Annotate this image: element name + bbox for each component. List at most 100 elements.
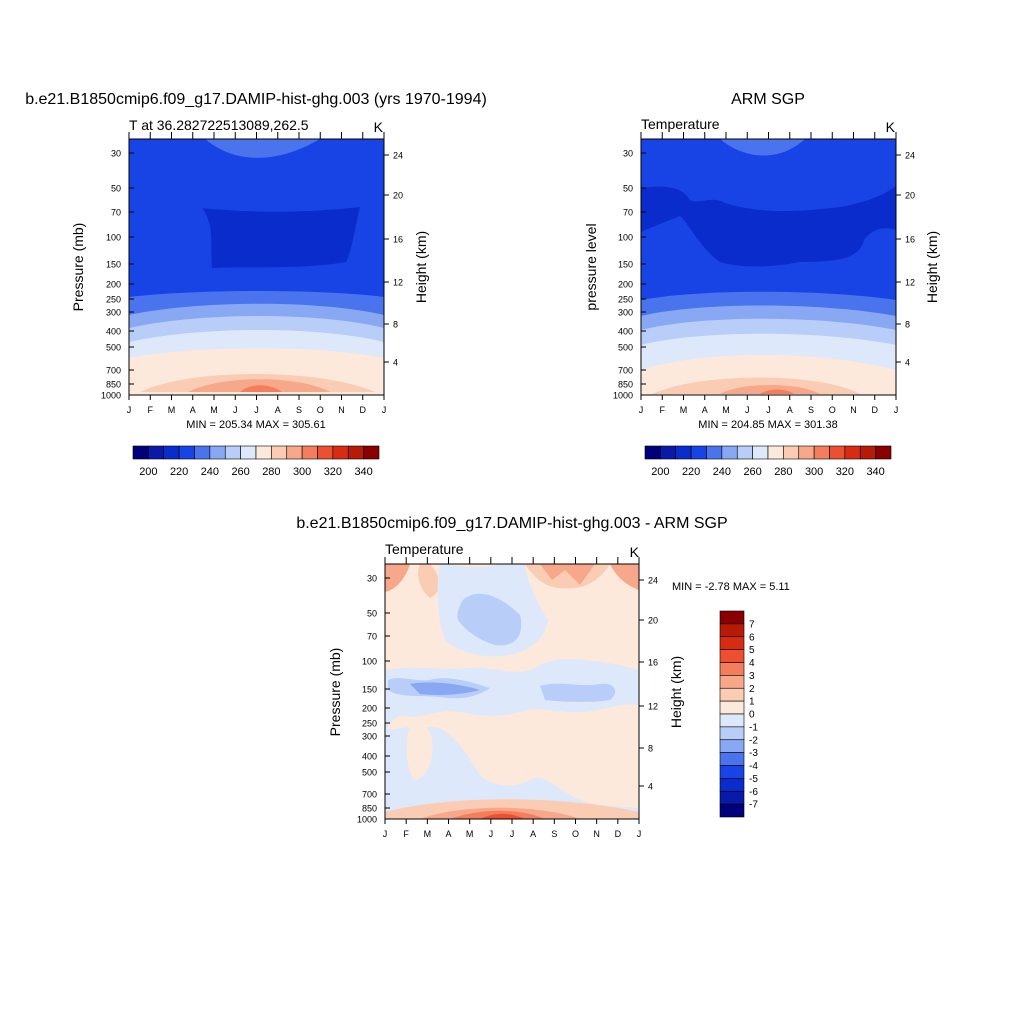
colorbar-swatch: [240, 445, 257, 460]
panel-diff-title: b.e21.B1850cmip6.f09_g17.DAMIP-hist-ghg.…: [296, 515, 727, 532]
panel-model: b.e21.B1850cmip6.f09_g17.DAMIP-hist-ghg.…: [25, 91, 487, 478]
pressure-tick-label: 70: [623, 208, 633, 218]
panel-diff-contours: [385, 564, 639, 819]
colorbar-swatch: [752, 445, 769, 460]
colorbar-label: 280: [774, 466, 792, 478]
colorbar-label: 220: [170, 466, 188, 478]
colorbar-label: -4: [749, 761, 758, 772]
pressure-tick-label: 500: [618, 343, 633, 353]
colorbar-swatch: [148, 445, 165, 460]
height-tick-label: 4: [905, 358, 910, 368]
colorbar-swatch: [660, 445, 677, 460]
pressure-tick-label: 50: [111, 184, 121, 194]
colorbar-swatch: [719, 687, 745, 702]
pressure-tick-label: 700: [618, 366, 633, 376]
colorbar-swatch: [736, 445, 753, 460]
colorbar-swatch: [721, 445, 738, 460]
pressure-tick-label: 850: [618, 380, 633, 390]
panel-obs: ARM SGP Temperature K pressure level Hei…: [583, 91, 940, 478]
month-tick-label: J: [510, 829, 515, 839]
colorbar-swatch: [719, 778, 745, 792]
colorbar-swatch: [719, 662, 745, 676]
month-tick-label: F: [148, 405, 154, 415]
height-tick-label: 24: [905, 151, 915, 161]
month-tick-label: F: [660, 405, 666, 415]
colorbar-swatch: [178, 445, 195, 460]
pressure-tick-label: 200: [362, 704, 377, 714]
panel-diff-colorbar: 7 6 5 4 3 2 1 0-1 -2 -3 -4 -5 -6 -7: [719, 610, 758, 818]
colorbar-label: 260: [231, 466, 249, 478]
panel-diff-units: K: [630, 544, 640, 560]
month-tick-label: M: [722, 405, 730, 415]
month-tick-label: M: [168, 405, 176, 415]
pressure-tick-label: 100: [618, 233, 633, 243]
panel-model-units: K: [374, 119, 384, 135]
panel-model-height-axis: 4 8 12 16 20 24: [384, 151, 403, 368]
colorbar-swatch: [813, 445, 830, 460]
height-tick-label: 4: [648, 782, 653, 792]
pressure-tick-label: 200: [618, 280, 633, 290]
colorbar-swatch: [317, 445, 334, 460]
colorbar-swatch: [209, 445, 226, 460]
pressure-tick-label: 30: [367, 574, 377, 584]
colorbar-swatch: [286, 445, 303, 460]
pressure-tick-label: 700: [106, 366, 121, 376]
pressure-tick-label: 400: [618, 327, 633, 337]
colorbar-label: 280: [262, 466, 280, 478]
pressure-tick-label: 30: [111, 149, 121, 159]
pressure-tick-label: 700: [362, 790, 377, 800]
height-tick-label: 20: [393, 191, 403, 201]
colorbar-swatch: [706, 445, 723, 460]
panel-diff-stats: MIN = -2.78 MAX = 5.11: [672, 581, 790, 593]
colorbar-swatch: [719, 623, 745, 638]
colorbar-label: 320: [324, 466, 342, 478]
pressure-tick-label: 200: [106, 280, 121, 290]
pressure-tick-label: 150: [106, 260, 121, 270]
pressure-tick-label: 150: [618, 260, 633, 270]
height-tick-label: 8: [648, 744, 653, 754]
colorbar-swatch: [644, 445, 661, 460]
month-tick-label: A: [787, 405, 793, 415]
colorbar-label: -2: [749, 735, 758, 746]
pressure-tick-label: 250: [362, 719, 377, 729]
panel-model-colorbar: 200 220 240 260 280 300 320 340: [132, 445, 380, 478]
month-tick-label: A: [702, 405, 708, 415]
pressure-tick-label: 850: [106, 380, 121, 390]
pressure-tick-label: 30: [623, 149, 633, 159]
panel-obs-contours: [641, 139, 896, 395]
colorbar-swatch: [719, 700, 745, 715]
panel-model-stats: MIN = 205.34 MAX = 305.61: [186, 419, 325, 431]
colorbar-swatch: [875, 445, 892, 460]
colorbar-label: -5: [749, 774, 758, 785]
month-tick-label: A: [275, 405, 281, 415]
month-tick-label: M: [466, 829, 474, 839]
month-tick-label: A: [445, 829, 451, 839]
panel-obs-stats: MIN = 204.85 MAX = 301.38: [698, 419, 837, 431]
month-tick-label: N: [338, 405, 345, 415]
colorbar-swatch: [719, 752, 745, 766]
colorbar-swatch: [783, 445, 800, 460]
height-tick-label: 12: [393, 278, 403, 288]
height-tick-label: 16: [905, 235, 915, 245]
panel-obs-colorbar: 200 220 240 260 280 300 320 340: [644, 445, 892, 478]
colorbar-label: 6: [749, 632, 755, 643]
month-tick-label: J: [766, 405, 771, 415]
month-tick-label: J: [894, 405, 899, 415]
panel-obs-title: ARM SGP: [731, 91, 805, 108]
pressure-tick-label: 100: [362, 657, 377, 667]
pressure-tick-label: 300: [106, 308, 121, 318]
panel-obs-units: K: [886, 119, 896, 135]
colorbar-swatch: [719, 726, 745, 741]
month-tick-label: J: [382, 405, 387, 415]
pressure-tick-label: 150: [362, 685, 377, 695]
month-tick-label: A: [530, 829, 536, 839]
height-tick-label: 8: [905, 320, 910, 330]
month-tick-label: O: [572, 829, 579, 839]
colorbar-swatch: [363, 445, 380, 460]
height-tick-label: 12: [905, 278, 915, 288]
